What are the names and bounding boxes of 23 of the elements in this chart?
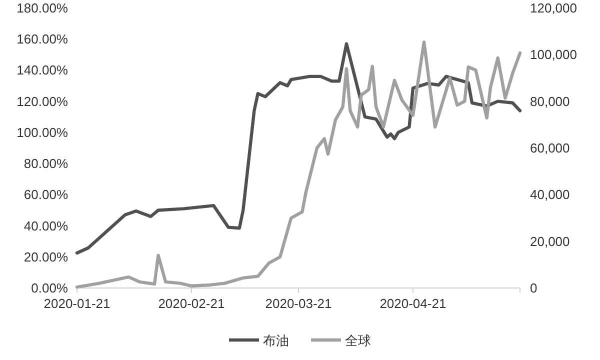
x-tick-label: 2020-01-21 (44, 296, 110, 311)
x-tick-label: 2020-02-21 (158, 296, 225, 311)
y2-tick-label: 20,000 (530, 234, 570, 249)
y2-tick-label: 40,000 (530, 187, 570, 202)
y-tick-label: 80.00% (24, 156, 68, 172)
x-tick-label: 2020-04-21 (380, 296, 446, 311)
legend-label: 布油 (263, 333, 289, 348)
y-tick-label: 160.00% (16, 32, 68, 47)
legend-label: 全球 (345, 333, 371, 348)
y-tick-label: 120.00% (16, 94, 68, 109)
y2-tick-label: 80,000 (530, 94, 570, 109)
x-tick-label: 2020-03-21 (265, 296, 332, 311)
y2-tick-label: 100,000 (530, 47, 577, 62)
y-tick-label: 100.00% (16, 124, 68, 140)
y2-tick-label: 0 (530, 280, 538, 296)
y-tick-label: 180.00% (16, 0, 68, 16)
y-tick-label: 20.00% (24, 249, 68, 264)
y-tick-label: 40.00% (24, 218, 68, 234)
y-tick-label: 140.00% (16, 62, 68, 78)
y2-tick-label: 60,000 (530, 140, 570, 156)
y2-tick-label: 120,000 (530, 0, 577, 16)
y-tick-label: 0.00% (31, 280, 68, 296)
y-tick-label: 60.00% (24, 187, 68, 202)
